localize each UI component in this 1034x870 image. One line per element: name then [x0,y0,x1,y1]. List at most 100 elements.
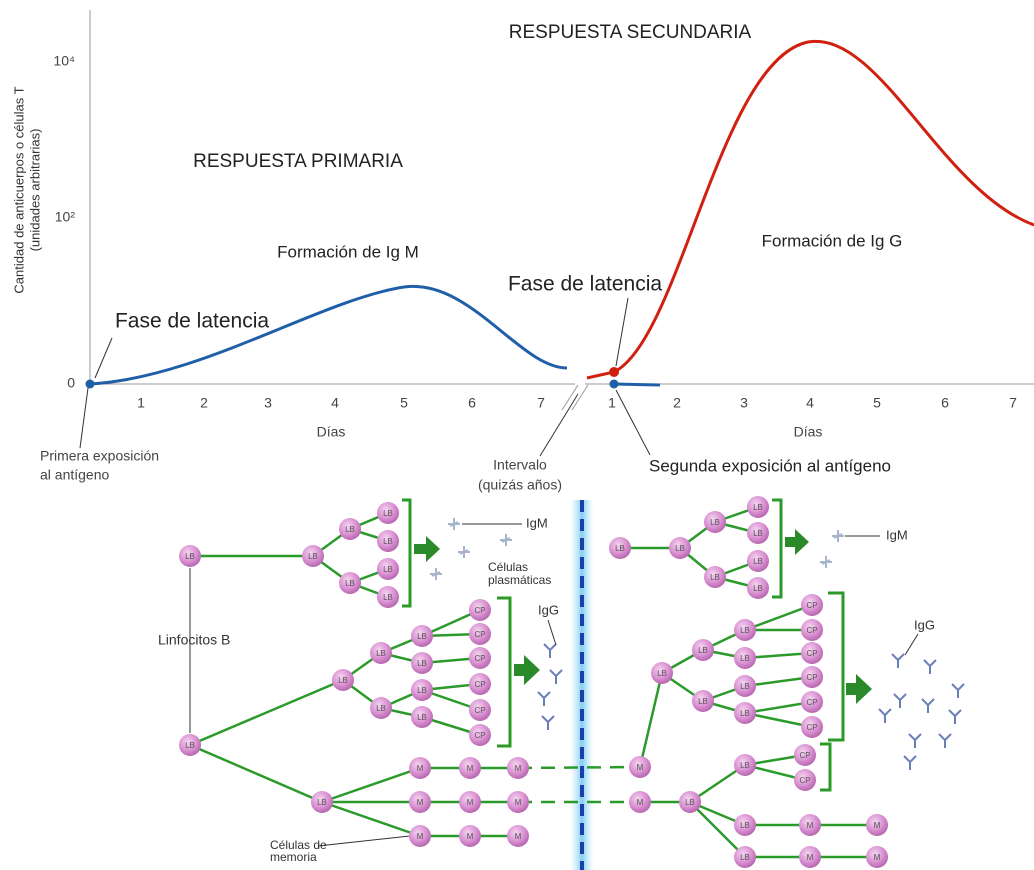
x-tick-label: 5 [873,395,881,411]
cell [801,642,823,664]
igg [543,643,557,658]
annotation: al antígeno [40,467,109,483]
connection [744,603,813,632]
x-axis-label: Días [794,424,823,440]
connection [321,800,421,838]
igg [541,715,555,730]
cell-label: M [467,832,474,841]
label: Células [488,560,528,574]
cell [799,846,821,868]
title-secondary: RESPUESTA SECUNDARIA [509,22,752,43]
cell [469,599,491,621]
cell-label: LB [185,741,195,750]
x-axis-label: Días [317,424,346,440]
x-tick-label: 7 [1009,395,1017,411]
cell-label: LB [615,544,625,553]
cell [629,756,651,778]
label: IgM [526,515,548,530]
cell-label: LB [345,525,355,534]
igg [891,653,905,668]
cell-label: M [874,853,881,862]
cell-label: M [874,821,881,830]
y-axis-label: Cantidad de anticuerpos o células T (uni… [11,86,42,293]
x-tick-label: 6 [941,395,949,411]
cells: LB LB LB LB LB LB LB LB LB LB LB LB LB LB LB LB CP CP CP CP… [179,496,888,868]
cell-label: CP [806,626,817,635]
cell-label: LB [383,509,393,518]
label: IgM [886,527,908,542]
cell [409,825,431,847]
cell-label: LB [698,697,708,706]
cell [734,702,756,724]
connection [638,672,664,768]
cell-label: CP [806,649,817,658]
cell [469,647,491,669]
cell [747,550,769,572]
title-primary: RESPUESTA PRIMARIA [193,151,403,172]
connection [189,678,344,747]
cell [801,691,823,713]
cell [469,699,491,721]
cell [179,734,201,756]
cell [747,496,769,518]
connections [189,505,877,859]
label-lines [189,523,919,847]
cell [339,572,361,594]
cell-label: LB [417,659,427,668]
cell [679,791,701,813]
exposure-point [609,379,619,389]
cell-label: M [417,832,424,841]
label: Células de [270,838,327,852]
y-tick-label: 10⁴ [53,53,75,69]
x-ticks: 1 2 3 4 5 6 7 1 2 3 4 5 6 7 [137,395,1017,411]
cell [459,757,481,779]
label: IgG [914,617,935,632]
cell-label: LB [685,798,695,807]
label: memoria [270,850,317,864]
annotation: Intervalo [493,457,547,473]
y-axis-label-line: (unidades arbitrarias) [27,129,42,252]
cell [794,769,816,791]
cell [692,690,714,712]
cell-label: LB [753,529,763,538]
cell [459,825,481,847]
cell [377,530,399,552]
cell-label: M [807,821,814,830]
cell-label: CP [474,606,485,615]
igg [878,708,892,723]
cell-label: LB [675,544,685,553]
cell [801,594,823,616]
cell-label: LB [710,518,720,527]
cell [409,791,431,813]
connection [744,711,813,729]
exposure-point [85,379,95,389]
cell [801,619,823,641]
cell-label: CP [474,654,485,663]
x-tick-label: 4 [331,395,339,411]
cell [507,757,529,779]
connection [321,766,421,804]
cell-label: CP [806,723,817,732]
cell [866,846,888,868]
secondary-curve [586,39,1034,380]
cell-label: CP [474,630,485,639]
cell-label: LB [185,552,195,561]
annotation: Segunda exposición al antígeno [649,456,891,475]
cell [734,814,756,836]
cell [411,625,433,647]
cell [629,791,651,813]
label: IgG [538,602,559,617]
cell-label: LB [338,676,348,685]
cell-label: CP [806,673,817,682]
cell-label: M [515,764,522,773]
cell [411,679,433,701]
cell-label: CP [799,751,810,760]
cell-label: M [515,832,522,841]
cell [734,754,756,776]
igg [908,733,922,748]
cell-label: LB [710,573,720,582]
cell [866,814,888,836]
arrows [414,529,872,704]
cell [692,639,714,661]
